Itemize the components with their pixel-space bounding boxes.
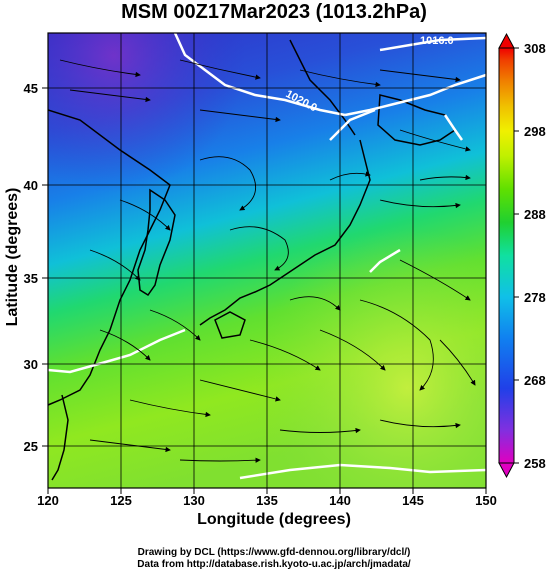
colorbar-scale xyxy=(498,47,515,464)
x-tick-label: 140 xyxy=(329,493,351,508)
credit-drawing: Drawing by DCL (https://www.gfd-dennou.o… xyxy=(137,547,411,558)
y-tick-label: 40 xyxy=(24,178,38,193)
colorbar-tick-label: 278 xyxy=(524,290,546,305)
y-axis-label: Latitude (degrees) xyxy=(4,187,21,327)
x-tick-label: 125 xyxy=(110,493,132,508)
colorbar-tick-label: 288 xyxy=(524,207,546,222)
x-tick-label: 130 xyxy=(183,493,205,508)
x-tick-label: 120 xyxy=(37,493,59,508)
wind-streamlines xyxy=(59,59,476,463)
map-panel: 1016.0 1020.0 xyxy=(24,32,497,508)
x-axis-label: Longitude (degrees) xyxy=(197,511,351,528)
colorbar: 308 298 288 278 268 258 xyxy=(498,32,546,479)
colorbar-max-arrow xyxy=(498,32,515,49)
y-tick-label: 30 xyxy=(24,357,38,372)
colorbar-tick-label: 308 xyxy=(524,41,546,56)
colorbar-tick-label: 268 xyxy=(524,373,546,388)
credit-data: Data from http://database.rish.kyoto-u.a… xyxy=(137,559,411,570)
isobar-label-1016: 1016.0 xyxy=(420,35,454,47)
map-title: MSM 00Z17Mar2023 (1013.2hPa) xyxy=(121,1,427,23)
x-tick-label: 145 xyxy=(402,493,424,508)
colorbar-min-arrow xyxy=(498,462,515,479)
x-tick-label: 150 xyxy=(475,493,497,508)
colorbar-tick-label: 258 xyxy=(524,456,546,471)
y-tick-label: 45 xyxy=(24,81,38,96)
isobars xyxy=(48,33,486,480)
colorbar-tick-label: 298 xyxy=(524,124,546,139)
x-tick-label: 135 xyxy=(256,493,278,508)
graticule xyxy=(48,33,486,488)
y-tick-label: 25 xyxy=(24,439,38,454)
y-tick-label: 35 xyxy=(24,271,38,286)
